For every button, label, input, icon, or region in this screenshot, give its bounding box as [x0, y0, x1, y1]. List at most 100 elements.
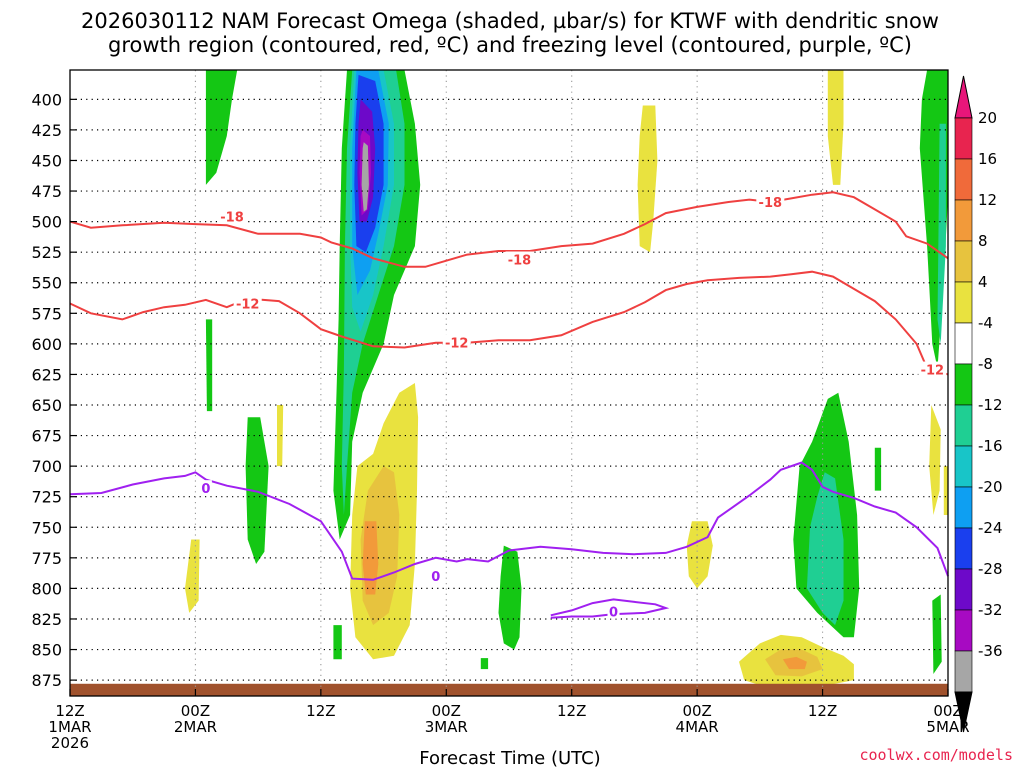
colorbar-swatch-5 [954, 322, 973, 365]
colorbar-swatch-4 [954, 281, 973, 324]
y-tick-label-775: 775 [31, 549, 62, 568]
x-tick-label-12-1: 00Z [181, 702, 210, 720]
omega-green-blob-center [498, 545, 522, 650]
colorbar-swatch-13 [954, 650, 973, 693]
omega-yellow-column-upper [637, 105, 658, 253]
y-tick-label-600: 600 [31, 335, 62, 354]
colorbar-label-9: -20 [978, 478, 1003, 496]
contour-label-bg-isotherm_-18-1 [505, 251, 534, 267]
x-tick-label-0-1: 12Z [55, 702, 84, 720]
y-tick-label-425: 425 [31, 121, 62, 140]
x-tick-label-60-1: 00Z [682, 702, 711, 720]
colorbar-swatch-11 [954, 568, 973, 611]
y-tick-label-850: 850 [31, 641, 62, 660]
colorbar-label-5: -4 [978, 314, 993, 332]
colorbar-swatch-3 [954, 240, 973, 283]
omega-yellow-dot-far-right [943, 466, 948, 515]
x-tick-label-84-2: 5MAR [926, 718, 969, 736]
y-tick-label-550: 550 [31, 274, 62, 293]
omega-grey-core-main [361, 142, 369, 212]
y-tick-label-475: 475 [31, 182, 62, 201]
y-tick-label-650: 650 [31, 396, 62, 415]
omega-teal-plume-right [806, 472, 844, 626]
colorbar-label-8: -16 [978, 437, 1003, 455]
chart-title-line2: growth region (contoured, red, ºC) and f… [108, 33, 912, 57]
colorbar-label-4: 4 [978, 273, 988, 291]
x-tick-label-36-1: 00Z [432, 702, 461, 720]
colorbar-label-0: 20 [978, 109, 997, 127]
y-tick-label-675: 675 [31, 427, 62, 446]
x-tick-label-84-1: 00Z [933, 702, 962, 720]
colorbar-label-13: -36 [978, 642, 1003, 660]
contour-label-bg-isotherm_-12-2 [918, 361, 947, 377]
omega-green-sliver-right [874, 447, 882, 491]
colorbar-label-12: -32 [978, 601, 1003, 619]
terrain-layer [70, 683, 948, 696]
omega-green-sliver-far-right-low [932, 594, 942, 674]
omega-yellow-dot-left [277, 405, 284, 467]
contour-label-bg-isotherm_-18-2 [756, 194, 785, 210]
x-tick-label-12-2: 2MAR [174, 718, 217, 736]
y-tick-label-875: 875 [31, 671, 62, 690]
y-tick-label-800: 800 [31, 579, 62, 598]
omega-green-dot-center [480, 658, 489, 670]
x-tick-label-24-1: 12Z [306, 702, 335, 720]
omega-green-sliver-left-mid [205, 319, 213, 412]
contour-label-freezing_level_0-1: 0 [431, 570, 440, 585]
omega-yellow-sliver-far-right-low [929, 405, 941, 515]
colorbar-swatch-9 [954, 486, 973, 529]
contour-label-isotherm_-18-1: -18 [508, 254, 532, 269]
chart-title-line1: 2026030112 NAM Forecast Omega (shaded, µ… [81, 9, 939, 33]
colorbar-label-3: 8 [978, 232, 988, 250]
omega-orange-block-low [362, 521, 379, 595]
colorbar-label-7: -12 [978, 396, 1003, 414]
colorbar: 20 16 12 8 4 -4 -8 -12 -16 -20 -24 -28 -32 -36 [954, 75, 1003, 733]
terrain-band [70, 683, 948, 696]
contour-label-isotherm_-12-0: -12 [236, 298, 260, 313]
y-tick-label-700: 700 [31, 457, 62, 476]
omega-green-bit-low [333, 625, 342, 660]
colorbar-swatch-10 [954, 527, 973, 570]
y-tick-label-500: 500 [31, 213, 62, 232]
contour-label-bg-freezing_level_0-1 [429, 568, 442, 584]
colorbar-swatch-7 [954, 404, 973, 447]
contour-isotherm_-18 [69, 191, 949, 268]
colorbar-swatch-1 [954, 158, 973, 201]
contour-freezing_level_0 [69, 461, 949, 581]
colorbar-swatch-12 [954, 609, 973, 652]
y-tick-label-525: 525 [31, 243, 62, 262]
x-tick-label-48-1: 12Z [557, 702, 586, 720]
contour-isotherm_-12 [69, 270, 949, 376]
contour-label-bg-isotherm_-12-0 [233, 295, 262, 311]
x-tick-label-0-3: 2026 [51, 734, 89, 752]
colorbar-label-1: 16 [978, 150, 997, 168]
contour-label-bg-freezing_level_0-0 [199, 480, 212, 496]
omega-teal-streak-far-right [937, 123, 946, 344]
y-tick-label-725: 725 [31, 488, 62, 507]
contour-label-bg-freezing_level_0b-0 [607, 603, 620, 619]
contour-label-isotherm_-18-2: -18 [759, 196, 783, 211]
colorbar-label-2: 12 [978, 191, 997, 209]
y-tick-label-825: 825 [31, 610, 62, 629]
colorbar-label-11: -28 [978, 560, 1003, 578]
colorbar-swatch-0 [954, 117, 973, 160]
contour-label-isotherm_-18-0: -18 [220, 211, 244, 226]
site-credit: coolwx.com/models [859, 746, 1013, 764]
x-axis-label: Forecast Time (UTC) [419, 748, 600, 768]
x-tick-label-72-1: 12Z [808, 702, 837, 720]
y-tick-label-450: 450 [31, 151, 62, 170]
contour-freezing_level_0b [550, 598, 670, 619]
x-tick-label-0-2: 1MAR [48, 718, 91, 736]
y-tick-label-575: 575 [31, 304, 62, 323]
contour-label-isotherm_-12-1: -12 [445, 337, 469, 352]
y-axis: 400 425 450 475 500 525 550 575 600 625 650 675 700 7… [31, 90, 77, 690]
omega-orange-blob-bottom-right [782, 656, 807, 670]
contour-label-freezing_level_0b-0: 0 [609, 606, 618, 621]
x-tick-label-36-2: 3MAR [425, 718, 468, 736]
contour-label-freezing_level_0-0: 0 [201, 482, 210, 497]
colorbar-swatch-2 [954, 199, 973, 242]
grid-layer [70, 70, 948, 696]
colorbar-swatch-8 [954, 445, 973, 488]
